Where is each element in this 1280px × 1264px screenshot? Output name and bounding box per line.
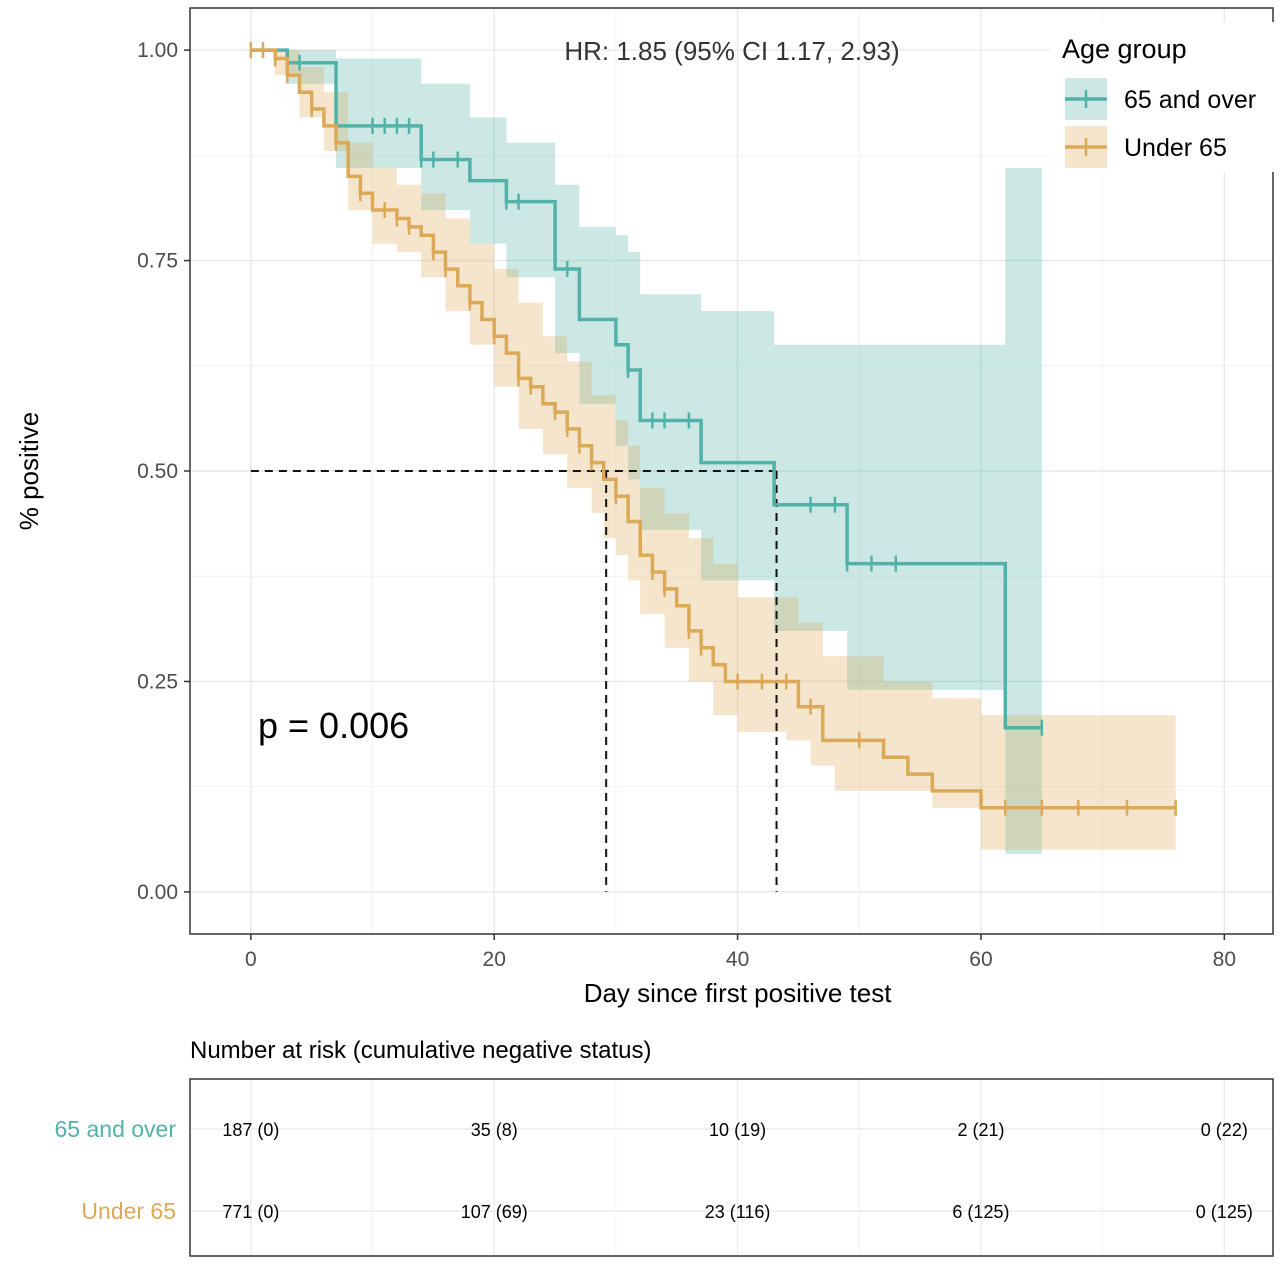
x-tick-label: 0 [245, 948, 257, 971]
p-value-annotation: p = 0.006 [258, 705, 409, 746]
survival-curve-series-0 [250, 48, 1042, 730]
survival-curve-series-1 [250, 48, 1176, 810]
risk-table-title: Number at risk (cumulative negative stat… [190, 1037, 652, 1064]
ci-ribbon-series-0 [250, 50, 1042, 855]
risk-table-cell: 771 (0) [222, 1202, 279, 1222]
risk-table-cell: 35 (8) [471, 1120, 518, 1140]
y-tick-label: 0.50 [137, 460, 178, 483]
y-tick-label: 0.00 [137, 881, 178, 904]
risk-table-row-label: 65 and over [55, 1116, 177, 1142]
risk-table-row-label: Under 65 [81, 1198, 176, 1224]
ci-ribbon-series-1 [250, 50, 1176, 850]
risk-table-cell: 107 (69) [461, 1202, 528, 1222]
survival-plot: 0 20 40 60 80 0.00 0.25 0.50 0.75 1.00 Day since f… [14, 7, 1275, 1008]
risk-table-border [189, 1078, 1274, 1257]
risk-table-cell: 10 (19) [709, 1120, 766, 1140]
risk-table-cell: 0 (22) [1201, 1120, 1248, 1140]
legend-label: Under 65 [1124, 134, 1227, 162]
y-tick-label: 0.25 [137, 670, 178, 693]
y-tick-label: 0.75 [137, 250, 178, 273]
risk-table-cell: 2 (21) [957, 1120, 1004, 1140]
hazard-ratio-annotation: HR: 1.85 (95% CI 1.17, 2.93) [564, 36, 899, 66]
x-tick-label: 80 [1213, 948, 1236, 971]
risk-table-cell: 6 (125) [952, 1202, 1009, 1222]
x-axis-label: Day since first positive test [584, 978, 893, 1008]
risk-table: Number at risk (cumulative negative stat… [55, 1037, 1274, 1257]
risk-table-panel [190, 1079, 1273, 1256]
x-tick-label: 40 [726, 948, 749, 971]
y-tick-label: 1.00 [137, 39, 178, 62]
legend-label: 65 and over [1124, 86, 1256, 114]
x-tick-label: 60 [969, 948, 992, 971]
legend-title: Age group [1062, 34, 1187, 64]
risk-table-cell: 23 (116) [705, 1202, 771, 1222]
risk-table-cell: 187 (0) [222, 1120, 279, 1140]
risk-table-cell: 0 (125) [1196, 1202, 1253, 1222]
y-axis-label: % positive [14, 412, 44, 531]
x-tick-label: 20 [483, 948, 506, 971]
